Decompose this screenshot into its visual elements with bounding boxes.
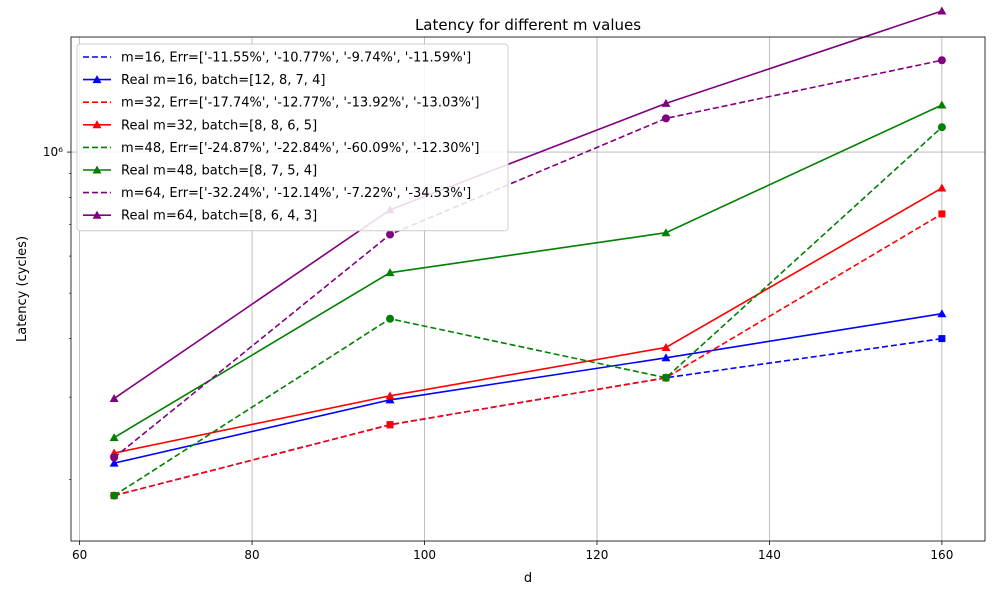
data-point xyxy=(385,395,395,404)
data-point xyxy=(661,353,671,362)
x-tick-label: 160 xyxy=(930,548,953,562)
data-point xyxy=(937,183,947,192)
data-point xyxy=(938,210,946,218)
x-tick-label: 80 xyxy=(244,548,259,562)
data-point xyxy=(386,421,394,429)
data-point xyxy=(661,98,671,107)
data-point xyxy=(937,6,947,15)
data-point xyxy=(386,314,395,323)
series-line xyxy=(113,126,943,497)
series-line xyxy=(113,59,943,459)
legend-box xyxy=(76,43,509,232)
legend-entry: Real m=64, batch=[8, 6, 4, 3] xyxy=(121,209,317,224)
chart-title: Latency for different m values xyxy=(415,16,641,34)
axes-frame xyxy=(70,36,986,542)
data-point xyxy=(385,268,395,277)
series-line xyxy=(113,213,943,497)
legend-entry: Real m=32, batch=[8, 8, 6, 5] xyxy=(121,118,317,133)
x-tick-label: 140 xyxy=(758,548,781,562)
data-point xyxy=(937,123,946,132)
x-axis-label: d xyxy=(524,571,532,586)
y-tick-label: 10⁶ xyxy=(43,145,63,159)
data-point xyxy=(937,309,947,318)
legend: m=16, Err=['-11.55%', '-10.77%', '-9.74%… xyxy=(76,43,509,232)
legend-entry: m=48, Err=['-24.87%', '-22.84%', '-60.09… xyxy=(121,141,480,156)
legend-marker xyxy=(92,165,102,174)
data-point xyxy=(661,373,670,382)
data-point xyxy=(109,433,119,442)
data-point xyxy=(110,453,119,462)
legend-entry: m=64, Err=['-32.24%', '-12.14%', '-7.22%… xyxy=(121,186,471,201)
data-point xyxy=(661,342,671,351)
legend-marker xyxy=(92,75,102,84)
series-line xyxy=(113,10,943,400)
data-point xyxy=(937,56,946,65)
data-point xyxy=(110,491,119,500)
data-point xyxy=(109,394,119,403)
data-point xyxy=(661,228,671,237)
legend-marker xyxy=(92,210,102,219)
series-line xyxy=(113,104,943,439)
y-axis-label: Latency (cycles) xyxy=(15,236,30,342)
data-point xyxy=(937,100,947,109)
x-tick-label: 120 xyxy=(586,548,609,562)
series-line xyxy=(113,187,943,454)
legend-marker xyxy=(92,120,102,129)
legend-entry: m=16, Err=['-11.55%', '-10.77%', '-9.74%… xyxy=(121,51,471,66)
series-line xyxy=(113,312,943,464)
data-point xyxy=(661,114,670,123)
data-point xyxy=(386,230,395,239)
legend-entry: Real m=16, batch=[12, 8, 7, 4] xyxy=(121,73,325,88)
data-point xyxy=(385,391,395,400)
x-tick-label: 60 xyxy=(72,548,87,562)
legend-entry: m=32, Err=['-17.74%', '-12.77%', '-13.92… xyxy=(121,96,480,111)
x-tick-label: 100 xyxy=(413,548,436,562)
legend-entry: Real m=48, batch=[8, 7, 5, 4] xyxy=(121,164,317,179)
data-point xyxy=(109,458,119,467)
data-point xyxy=(938,335,946,343)
